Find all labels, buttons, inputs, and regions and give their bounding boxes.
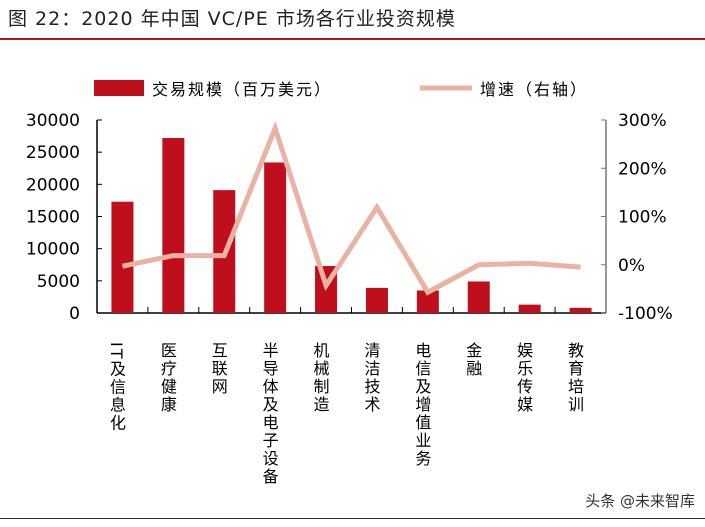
bar-6 (416, 290, 439, 313)
category-label-0: IT及信息化 (107, 342, 126, 433)
growth-line (121, 120, 581, 296)
category-label-8: 娱乐传媒 (514, 342, 533, 414)
bar-7 (467, 281, 490, 313)
figure-title: 图 22：2020 年中国 VC/PE 市场各行业投资规模 (8, 8, 456, 30)
title-rule (0, 38, 705, 40)
category-label-2: 互联网 (209, 342, 228, 396)
right-tick-label: 300% (618, 111, 667, 131)
category-label-1: 医疗健康 (158, 342, 177, 414)
bottom-rule (0, 518, 705, 519)
right-tick-label: -100% (618, 304, 673, 324)
left-tick-label: 15000 (26, 208, 80, 228)
category-label-9: 教育培训 (565, 342, 584, 414)
bar-0 (111, 201, 134, 313)
legend-line-label: 增速（右轴） (480, 80, 588, 99)
left-tick-label: 20000 (26, 175, 80, 195)
legend-bar-label: 交易规模（百万美元） (152, 80, 332, 99)
left-tick-label: 5000 (37, 272, 80, 292)
bar-5 (365, 287, 388, 313)
category-label-6: 电信及增值业务 (412, 342, 431, 468)
right-tick-label: 0% (618, 256, 645, 276)
category-label-3: 半导体及电子设备 (260, 342, 279, 486)
left-tick-label: 0 (69, 304, 80, 324)
left-tick-label: 30000 (26, 111, 80, 131)
category-label-4: 机械制造 (311, 342, 330, 414)
right-tick-label: 200% (618, 159, 667, 179)
left-tick-label: 25000 (26, 143, 80, 163)
right-tick-label: 100% (618, 208, 667, 228)
legend-bar-swatch (94, 80, 144, 96)
bar-3 (264, 162, 287, 313)
bar-8 (518, 304, 541, 313)
left-tick-label: 10000 (26, 240, 80, 260)
category-label-7: 金融 (463, 342, 482, 378)
watermark: 头条 @未来智库 (585, 492, 695, 510)
bar-9 (569, 307, 592, 313)
bar-1 (162, 138, 185, 313)
category-label-5: 清洁技术 (361, 342, 380, 414)
